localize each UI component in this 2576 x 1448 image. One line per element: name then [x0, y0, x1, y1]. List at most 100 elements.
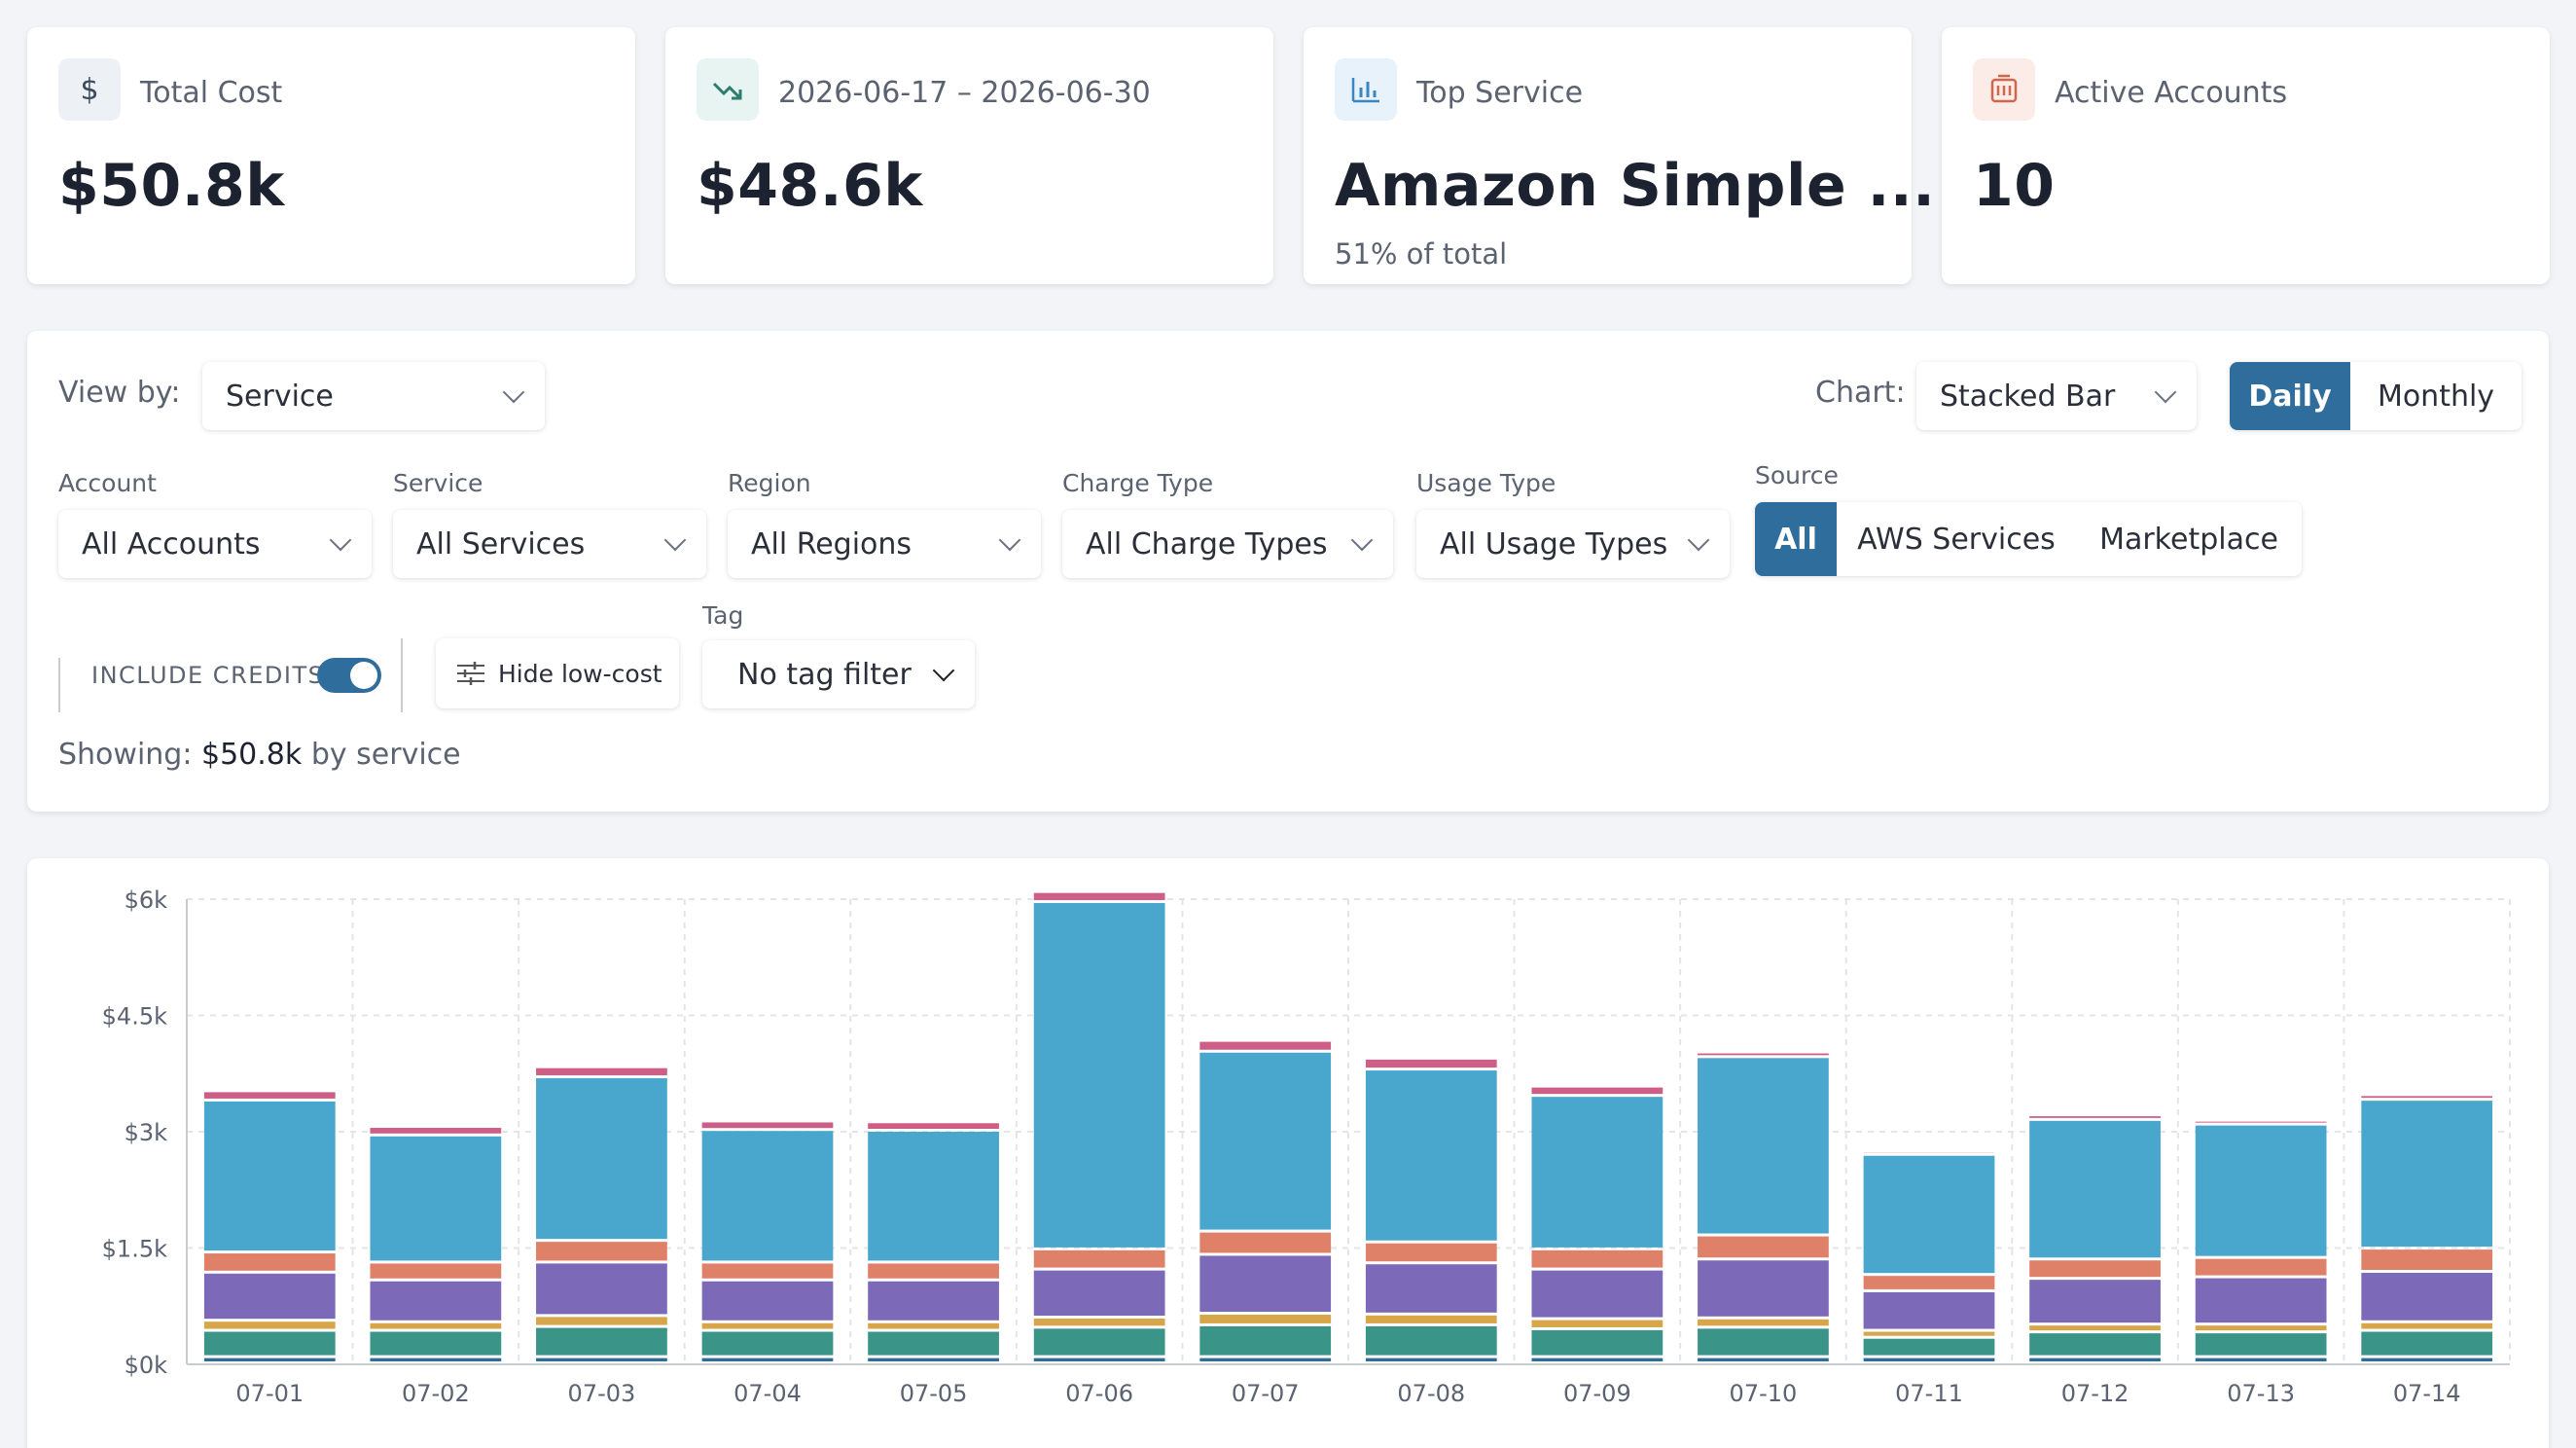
- usage-type-label: Usage Type: [1416, 469, 1556, 497]
- kpi-card-total-cost: $ Total Cost $50.8k: [27, 27, 635, 284]
- y-tick-label: $6k: [125, 887, 168, 914]
- kpi-value: Amazon Simple ...: [1335, 152, 1936, 220]
- bar-segment: [1199, 1325, 1332, 1356]
- bar-segment: [370, 1128, 502, 1134]
- bar-segment: [2029, 1325, 2161, 1331]
- y-tick-label: $1.5k: [102, 1236, 167, 1263]
- x-tick-label: 07-10: [1730, 1380, 1798, 1407]
- divider: [401, 638, 403, 712]
- sliders-icon: [455, 660, 486, 687]
- bar-segment: [868, 1358, 999, 1361]
- x-tick-label: 07-03: [568, 1380, 636, 1407]
- bar-segment: [536, 1327, 667, 1356]
- bar-segment: [2195, 1121, 2327, 1123]
- bar-segment: [701, 1358, 834, 1361]
- bar-segment: [868, 1132, 999, 1261]
- bar-segment: [1531, 1320, 1664, 1327]
- bar-segment: [536, 1068, 667, 1076]
- cost-chart-card: $0k $1.5k $3k $4.5k $6k 07-01 07-02 07-03 07-04 0…: [27, 858, 2549, 1448]
- hide-low-cost-button[interactable]: Hide low-cost: [436, 638, 679, 708]
- service-label: Service: [393, 469, 483, 497]
- include-credits-toggle[interactable]: [317, 658, 381, 693]
- region-select[interactable]: All Regions: [728, 510, 1041, 578]
- y-tick-label: $3k: [125, 1119, 168, 1146]
- kpi-card-active-accounts: Active Accounts 10: [1942, 27, 2550, 284]
- source-all-button[interactable]: All: [1755, 502, 1837, 576]
- bar-segment: [701, 1131, 834, 1261]
- bar-segment: [1033, 902, 1165, 1248]
- bar-segment: [203, 1358, 336, 1361]
- bar-segment: [1199, 1052, 1332, 1230]
- bar-segment: [1531, 1329, 1664, 1356]
- bar-segment: [203, 1331, 336, 1356]
- bar-segment: [1863, 1338, 1995, 1356]
- charge-type-select[interactable]: All Charge Types: [1062, 510, 1393, 578]
- kpi-value: 10: [1973, 152, 2056, 220]
- x-tick-label: 07-08: [1397, 1380, 1465, 1407]
- x-tick-label: 07-11: [1895, 1380, 1963, 1407]
- bar-segment: [868, 1331, 999, 1356]
- source-aws-services-button[interactable]: AWS Services: [1857, 522, 2056, 557]
- bar-segment: [868, 1281, 999, 1321]
- trend-down-icon: [697, 58, 759, 121]
- bar-segment: [1033, 1328, 1165, 1356]
- chart-type-value: Stacked Bar: [1940, 379, 2116, 414]
- bar-segment: [2361, 1249, 2493, 1270]
- bar-segment: [203, 1253, 336, 1271]
- bar-segment: [536, 1242, 667, 1261]
- bar-segment: [2029, 1116, 2161, 1118]
- bar-segment: [536, 1317, 667, 1325]
- bar-segment: [1863, 1155, 1995, 1274]
- chart-type-select[interactable]: Stacked Bar: [1916, 362, 2197, 430]
- bar-segment: [536, 1358, 667, 1361]
- service-select[interactable]: All Services: [393, 510, 706, 578]
- tag-select[interactable]: No tag filter: [702, 640, 975, 708]
- bar-segment: [1863, 1291, 1995, 1329]
- bar-segment: [701, 1281, 834, 1321]
- account-select[interactable]: All Accounts: [58, 510, 372, 578]
- source-marketplace-button[interactable]: Marketplace: [2099, 522, 2278, 557]
- bar-segment: [2361, 1358, 2493, 1361]
- monthly-button[interactable]: Monthly: [2377, 379, 2495, 414]
- charge-type-label: Charge Type: [1062, 469, 1214, 497]
- bar-segment: [370, 1358, 502, 1361]
- bar-segment: [2361, 1101, 2493, 1248]
- x-tick-label: 07-12: [2061, 1380, 2129, 1407]
- x-tick-label: 07-02: [402, 1380, 470, 1407]
- bar-segment: [1531, 1358, 1664, 1361]
- bar-segment: [2195, 1325, 2327, 1331]
- bar-segment: [1698, 1319, 1829, 1326]
- bar-segment: [2361, 1272, 2493, 1321]
- bar-segment: [2029, 1280, 2161, 1323]
- bar-segment: [370, 1322, 502, 1329]
- bar-segment: [2029, 1358, 2161, 1361]
- bar-segment: [1199, 1041, 1332, 1050]
- bar-segment: [2029, 1333, 2161, 1356]
- view-by-select[interactable]: Service: [202, 362, 545, 430]
- bar-segment: [1365, 1315, 1497, 1323]
- bar-segment: [1531, 1249, 1664, 1268]
- bar-segment: [536, 1078, 667, 1240]
- usage-type-select[interactable]: All Usage Types: [1416, 510, 1730, 578]
- bar-chart-icon: [1335, 58, 1397, 121]
- x-tick-label: 07-09: [1563, 1380, 1631, 1407]
- bar-segment: [1033, 892, 1165, 900]
- view-by-value: Service: [226, 379, 334, 414]
- service-value: All Services: [416, 526, 586, 561]
- x-tick-label: 07-14: [2393, 1380, 2461, 1407]
- bar-segment: [1698, 1053, 1829, 1056]
- bar-segment: [2195, 1258, 2327, 1276]
- chevron-down-icon: [932, 659, 955, 682]
- bar-segment: [370, 1281, 502, 1321]
- bar-segment: [1365, 1243, 1497, 1262]
- bar-segment: [1365, 1264, 1497, 1313]
- chart-type-label: Chart:: [1815, 376, 1906, 410]
- tag-label: Tag: [702, 601, 744, 630]
- building-icon: [1973, 58, 2035, 121]
- account-value: All Accounts: [82, 526, 261, 561]
- bar-segment: [1863, 1358, 1995, 1361]
- bar-segment: [203, 1321, 336, 1329]
- bar-segment: [1698, 1236, 1829, 1258]
- daily-button[interactable]: Daily: [2230, 362, 2350, 430]
- bar-segment: [868, 1263, 999, 1279]
